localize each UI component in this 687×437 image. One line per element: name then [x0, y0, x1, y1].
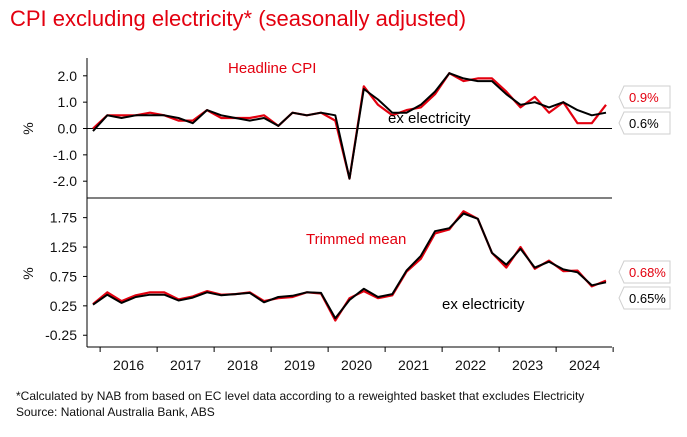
end-value-label: 0.6% — [629, 116, 659, 131]
chart-title: CPI excluding electricity* (seasonally a… — [10, 6, 467, 31]
end-label-box — [618, 260, 671, 284]
x-tick-label: 2019 — [284, 357, 315, 373]
y-axis-label: % — [20, 267, 36, 279]
y-tick-label: 1.0 — [58, 94, 78, 110]
x-tick-label: 2016 — [113, 357, 144, 373]
end-label-box — [618, 85, 671, 109]
x-tick-label: 2024 — [569, 357, 600, 373]
x-tick-label: 2018 — [227, 357, 258, 373]
y-tick-label: -0.25 — [45, 327, 77, 343]
y-tick-label: 1.75 — [50, 210, 77, 226]
y-tick-label: 0.75 — [50, 268, 77, 284]
series-line-red — [92, 72, 607, 180]
x-tick-label: 2023 — [512, 357, 543, 373]
y-tick-label: -2.0 — [53, 173, 77, 189]
end-value-label: 0.68% — [629, 265, 666, 280]
end-label-box — [618, 286, 671, 310]
footnote: *Calculated by NAB from based on EC leve… — [16, 389, 585, 403]
end-value-label: 0.9% — [629, 90, 659, 105]
series-annotation: ex electricity — [388, 110, 471, 127]
y-tick-label: 0.25 — [50, 298, 77, 314]
end-label-box — [618, 111, 671, 135]
series-annotation: ex electricity — [442, 296, 525, 313]
source-note: Source: National Australia Bank, ABS — [16, 405, 215, 419]
series-annotation: Headline CPI — [228, 60, 316, 77]
x-tick-label: 2017 — [170, 357, 201, 373]
end-value-label: 0.65% — [629, 291, 666, 306]
series-line-black — [92, 72, 607, 180]
y-tick-label: 0.0 — [58, 121, 78, 137]
x-tick-label: 2022 — [455, 357, 486, 373]
series-line-black — [92, 212, 607, 320]
y-tick-label: 2.0 — [58, 68, 78, 84]
x-tick-label: 2021 — [398, 357, 429, 373]
y-axis-label: % — [20, 122, 36, 134]
y-tick-label: 1.25 — [50, 239, 77, 255]
series-line-red — [92, 210, 607, 322]
series-annotation: Trimmed mean — [306, 231, 406, 248]
x-tick-label: 2020 — [341, 357, 372, 373]
y-tick-label: -1.0 — [53, 147, 77, 163]
